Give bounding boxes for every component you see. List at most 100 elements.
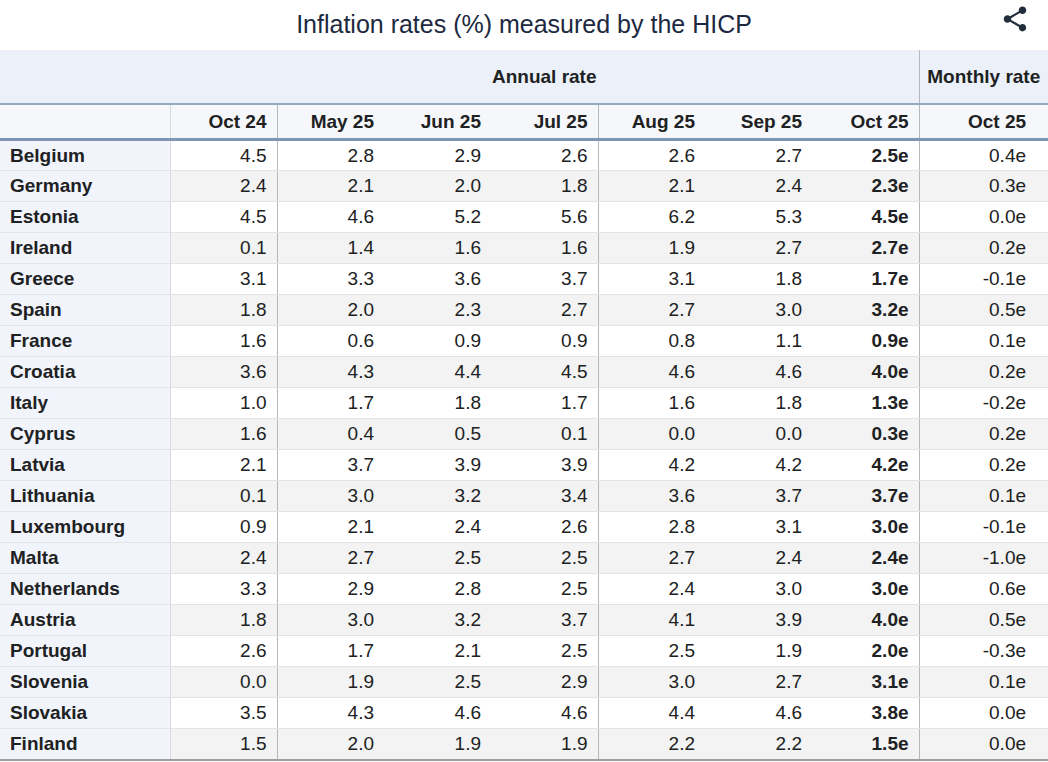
table-cell: 1.6 [170,419,277,450]
table-cell: 5.2 [384,202,491,233]
table-cell: 3.7 [491,264,598,295]
table-row: Portugal2.61.72.12.52.51.92.0e-0.3e [0,636,1048,667]
table-cell: -0.1e [919,264,1048,295]
table-cell: 3.8e [812,698,919,729]
table-cell: 1.6 [491,233,598,264]
table-cell: 2.8 [384,574,491,605]
table-row: Slovenia0.01.92.52.93.02.73.1e0.1e [0,667,1048,698]
table-cell: 4.6 [705,357,812,388]
table-cell: 2.0 [277,295,384,326]
table-cell: 3.3 [170,574,277,605]
row-header-country: Greece [0,264,170,295]
table-cell: -1.0e [919,543,1048,574]
annual-rate-group-header: Annual rate [170,50,919,104]
table-cell: 2.4 [705,171,812,202]
row-header-country: Cyprus [0,419,170,450]
table-cell: 4.5e [812,202,919,233]
table-cell: 1.9 [491,729,598,760]
corner-cell [0,50,170,104]
column-header: Oct 25 [812,104,919,140]
table-cell: 2.4 [384,512,491,543]
table-cell: 2.9 [491,667,598,698]
table-cell: 3.7 [491,605,598,636]
table-cell: 1.8 [170,605,277,636]
row-header-country: Slovenia [0,667,170,698]
row-header-country: Luxembourg [0,512,170,543]
table-cell: 2.7 [705,667,812,698]
column-header: Aug 25 [598,104,705,140]
table-cell: 3.0 [598,667,705,698]
table-cell: 1.7 [491,388,598,419]
table-cell: 4.6 [384,698,491,729]
table-cell: 1.9 [384,729,491,760]
table-cell: 2.7 [705,233,812,264]
row-header-country: Spain [0,295,170,326]
table-cell: 3.9 [384,450,491,481]
table-cell: 4.4 [598,698,705,729]
table-cell: 2.7e [812,233,919,264]
table-cell: 0.1 [170,233,277,264]
table-cell: 2.4 [170,171,277,202]
table-cell: 1.8 [705,264,812,295]
table-cell: 4.0e [812,357,919,388]
row-header-country: Italy [0,388,170,419]
table-cell: 2.2 [598,729,705,760]
table-cell: 1.7e [812,264,919,295]
table-row: Latvia2.13.73.93.94.24.24.2e0.2e [0,450,1048,481]
table-cell: 0.9 [384,326,491,357]
table-cell: 3.3 [277,264,384,295]
table-cell: 0.5e [919,295,1048,326]
table-cell: 2.6 [598,140,705,171]
table-cell: 1.8 [384,388,491,419]
table-row: Cyprus1.60.40.50.10.00.00.3e0.2e [0,419,1048,450]
share-icon [1000,4,1030,34]
table-cell: 3.9 [491,450,598,481]
table-row: Austria1.83.03.23.74.13.94.0e0.5e [0,605,1048,636]
row-header-country: Estonia [0,202,170,233]
table-cell: 2.5 [491,543,598,574]
table-cell: -0.3e [919,636,1048,667]
column-header: Jun 25 [384,104,491,140]
table-row: Belgium4.52.82.92.62.62.72.5e0.4e [0,140,1048,171]
table-cell: 1.1 [705,326,812,357]
table-cell: 0.4 [277,419,384,450]
table-cell: 2.1 [384,636,491,667]
table-cell: 3.0e [812,512,919,543]
table-cell: 1.8 [491,171,598,202]
column-header: Jul 25 [491,104,598,140]
table-cell: 2.7 [598,543,705,574]
table-cell: 0.1 [170,481,277,512]
table-row: Greece3.13.33.63.73.11.81.7e-0.1e [0,264,1048,295]
table-cell: 2.6 [491,140,598,171]
table-cell: 1.8 [170,295,277,326]
table-cell: 4.5 [170,140,277,171]
table-row: Netherlands3.32.92.82.52.43.03.0e0.6e [0,574,1048,605]
table-cell: 2.4e [812,543,919,574]
table-cell: 2.1 [170,450,277,481]
table-cell: 1.7 [277,388,384,419]
table-cell: 0.6e [919,574,1048,605]
table-cell: 0.8 [598,326,705,357]
table-row: Italy1.01.71.81.71.61.81.3e-0.2e [0,388,1048,419]
table-row: Finland1.52.01.91.92.22.21.5e0.0e [0,729,1048,760]
table-cell: 0.0 [598,419,705,450]
table-cell: 1.9 [705,636,812,667]
table-cell: 3.0e [812,574,919,605]
table-cell: 4.2 [705,450,812,481]
table-cell: 2.3 [384,295,491,326]
table-cell: 2.8 [277,140,384,171]
table-cell: 0.1 [491,419,598,450]
table-cell: 3.6 [598,481,705,512]
table-cell: 5.6 [491,202,598,233]
table-cell: 2.1 [277,171,384,202]
share-button[interactable] [998,2,1032,36]
row-header-country: Finland [0,729,170,760]
table-cell: 1.9 [277,667,384,698]
table-cell: 0.0e [919,698,1048,729]
table-cell: 1.6 [384,233,491,264]
table-cell: 0.3e [812,419,919,450]
table-row: Estonia4.54.65.25.66.25.34.5e0.0e [0,202,1048,233]
table-cell: 3.0 [277,605,384,636]
table-cell: 0.1e [919,667,1048,698]
row-header-country: Slovakia [0,698,170,729]
